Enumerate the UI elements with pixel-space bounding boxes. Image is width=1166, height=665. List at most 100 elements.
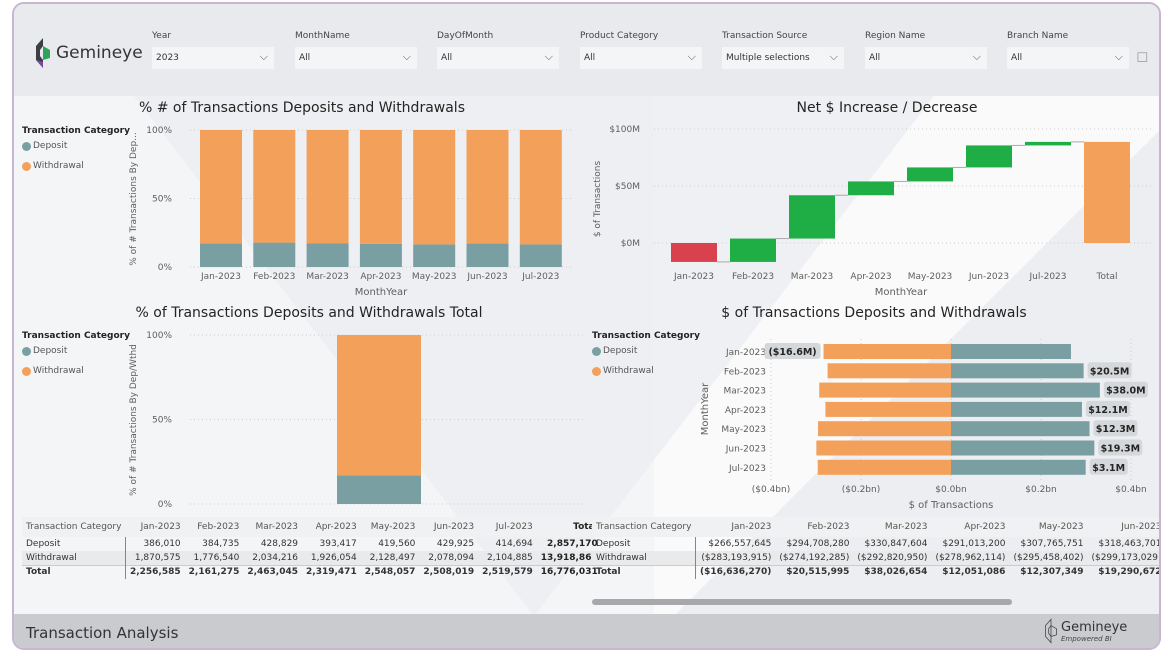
chevron-down-icon: ⌵ bbox=[687, 50, 696, 63]
chevron-down-icon: ⌵ bbox=[259, 50, 268, 63]
chart-title: Net $ Increase / Decrease bbox=[796, 100, 978, 116]
slicer-dropdown[interactable]: Multiple selections ⌵ bbox=[722, 47, 844, 69]
table-cell: 384,735 bbox=[202, 539, 240, 549]
table-cell: Withdrawal bbox=[22, 551, 126, 565]
slicer-dropdown[interactable]: All ⌵ bbox=[437, 47, 559, 69]
bar-deposit bbox=[413, 244, 456, 267]
table-cell: 16,776,031 bbox=[536, 564, 602, 579]
legend-item-withdrawal[interactable]: Withdrawal bbox=[22, 161, 84, 171]
x-tick-label: Total bbox=[1095, 272, 1117, 282]
column-header[interactable]: Apr-2023 bbox=[931, 517, 1010, 537]
table-cell: 13,918,861 bbox=[536, 551, 602, 565]
column-header[interactable]: Apr-2023 bbox=[302, 517, 361, 537]
legend-item-withdrawal[interactable]: Withdrawal bbox=[592, 366, 654, 376]
slicer-dropdown[interactable]: All ⌵ bbox=[865, 47, 987, 69]
table-cell: Deposit bbox=[22, 537, 126, 551]
x-tick-label: Jun-2023 bbox=[466, 272, 507, 282]
slicer-label: Year bbox=[152, 31, 172, 41]
x-axis-title: MonthYear bbox=[875, 287, 928, 298]
table-row: Withdrawal ($283,193,915) ($274,192,285) ($… bbox=[592, 551, 1159, 565]
column-header[interactable]: Jan-2023 bbox=[125, 517, 185, 537]
data-label: $19.3M bbox=[1101, 444, 1141, 455]
bar-deposit bbox=[951, 382, 1100, 398]
x-tick-label: $0.4bn bbox=[1115, 485, 1146, 495]
legend-label: Deposit bbox=[603, 346, 638, 356]
bar-withdrawal bbox=[823, 344, 951, 359]
column-header[interactable]: Feb-2023 bbox=[184, 517, 244, 537]
x-tick-label: Apr-2023 bbox=[850, 272, 891, 282]
x-tick-label: Jan-2023 bbox=[673, 272, 714, 282]
table-cell: 2,128,497 bbox=[360, 551, 420, 565]
table-cell: $12,051,086 bbox=[931, 564, 1010, 579]
column-header[interactable]: Jan-2023 bbox=[695, 517, 776, 537]
filter-header: Gemineye Year 2023 ⌵ MonthName All ⌵ DayOfMo… bbox=[14, 4, 1159, 96]
table-cell: 429,925 bbox=[436, 539, 475, 549]
table-cell: ($274,192,285) bbox=[775, 551, 854, 565]
column-header[interactable]: Transaction Category bbox=[22, 517, 126, 537]
data-label: $3.1M bbox=[1092, 463, 1125, 474]
column-header[interactable]: Total bbox=[536, 517, 602, 537]
slicer-dropdown[interactable]: All ⌵ bbox=[580, 47, 702, 69]
bar-withdrawal bbox=[818, 421, 951, 437]
withdrawal-dot-icon bbox=[592, 366, 601, 376]
column-header[interactable]: Transaction Category bbox=[592, 517, 696, 537]
y-tick-label: 50% bbox=[152, 195, 172, 205]
table-cell: $19,290,672 bbox=[1087, 564, 1159, 579]
table-cell: 2,161,275 bbox=[184, 564, 244, 579]
horizontal-scrollbar[interactable] bbox=[592, 599, 1012, 605]
withdrawal-dot-icon bbox=[22, 366, 31, 376]
column-header[interactable]: Feb-2023 bbox=[775, 517, 854, 537]
bar-withdrawal bbox=[466, 130, 509, 244]
x-tick-label: May-2023 bbox=[412, 272, 457, 282]
x-axis-title: $ of Transactions bbox=[909, 500, 994, 511]
data-label: $38.0M bbox=[1106, 386, 1146, 397]
column-header[interactable]: Jun-2023 bbox=[419, 517, 479, 537]
bar-deposit bbox=[951, 440, 1095, 456]
column-header[interactable]: May-2023 bbox=[1009, 517, 1088, 537]
waterfall-bar bbox=[671, 243, 717, 262]
bar-deposit bbox=[466, 243, 509, 267]
chevron-down-icon: ⌵ bbox=[829, 50, 838, 63]
legend-item-withdrawal[interactable]: Withdrawal bbox=[22, 366, 84, 376]
deposit-dot-icon bbox=[592, 346, 601, 356]
legend-item-deposit[interactable]: Deposit bbox=[592, 346, 637, 356]
column-header[interactable]: Mar-2023 bbox=[243, 517, 303, 537]
table-row: Total 2,256,585 2,161,275 2,463,045 2,319,47… bbox=[22, 564, 602, 579]
slicer-dropdown[interactable]: All ⌵ bbox=[1007, 47, 1129, 69]
table-row: Deposit 386,010 384,735 428,829 393,417 419,5… bbox=[22, 537, 602, 551]
x-tick-label: Jul-2023 bbox=[521, 272, 559, 282]
bar-withdrawal bbox=[359, 130, 402, 244]
x-tick-label: Apr-2023 bbox=[360, 272, 401, 282]
legend-label: Withdrawal bbox=[603, 366, 654, 376]
y-tick-label: 100% bbox=[146, 126, 172, 136]
column-header[interactable]: Jul-2023 bbox=[478, 517, 537, 537]
table-cell: 393,417 bbox=[319, 539, 357, 549]
y-tick-label: $100M bbox=[609, 125, 640, 135]
legend-title: Transaction Category bbox=[592, 331, 700, 341]
slicer-dropdown[interactable]: 2023 ⌵ bbox=[152, 47, 274, 69]
table-cell: $330,847,604 bbox=[864, 539, 928, 549]
footer-bar: Transaction Analysis Gemineye Empowered … bbox=[14, 614, 1159, 648]
legend-item-deposit[interactable]: Deposit bbox=[22, 141, 67, 151]
slicer-value: All bbox=[1011, 53, 1023, 63]
charts-layer: 0% 50% 100% Jan-2023 Feb-2023 Mar-2023 Apr-202… bbox=[129, 125, 1154, 511]
column-header[interactable]: Jun-2023 bbox=[1087, 517, 1159, 537]
slicer-value: All bbox=[441, 53, 453, 63]
gemineye-logo: Gemineye bbox=[34, 38, 143, 68]
y-tick-label: Mar-2023 bbox=[723, 387, 766, 397]
bar-withdrawal bbox=[819, 382, 951, 398]
x-tick-label: Feb-2023 bbox=[732, 272, 774, 282]
table-cell: 2,078,094 bbox=[419, 551, 479, 565]
chart-title: $ of Transactions Deposits and Withdrawa… bbox=[721, 305, 1027, 321]
data-label-bg bbox=[1085, 400, 1130, 417]
table-cell: 2,034,216 bbox=[243, 551, 303, 565]
legend-item-deposit[interactable]: Deposit bbox=[22, 346, 67, 356]
slicer-label: Branch Name bbox=[1007, 31, 1069, 41]
slicer-dropdown[interactable]: All ⌵ bbox=[295, 47, 417, 69]
table-cell: $291,013,200 bbox=[942, 539, 1006, 549]
transaction-amount-matrix: Transaction Category Jan-2023 Feb-2023 Mar-… bbox=[592, 517, 1159, 579]
waterfall-bar bbox=[1025, 141, 1071, 146]
column-header[interactable]: Mar-2023 bbox=[853, 517, 932, 537]
column-header[interactable]: May-2023 bbox=[360, 517, 420, 537]
y-tick-label: Apr-2023 bbox=[725, 406, 766, 416]
